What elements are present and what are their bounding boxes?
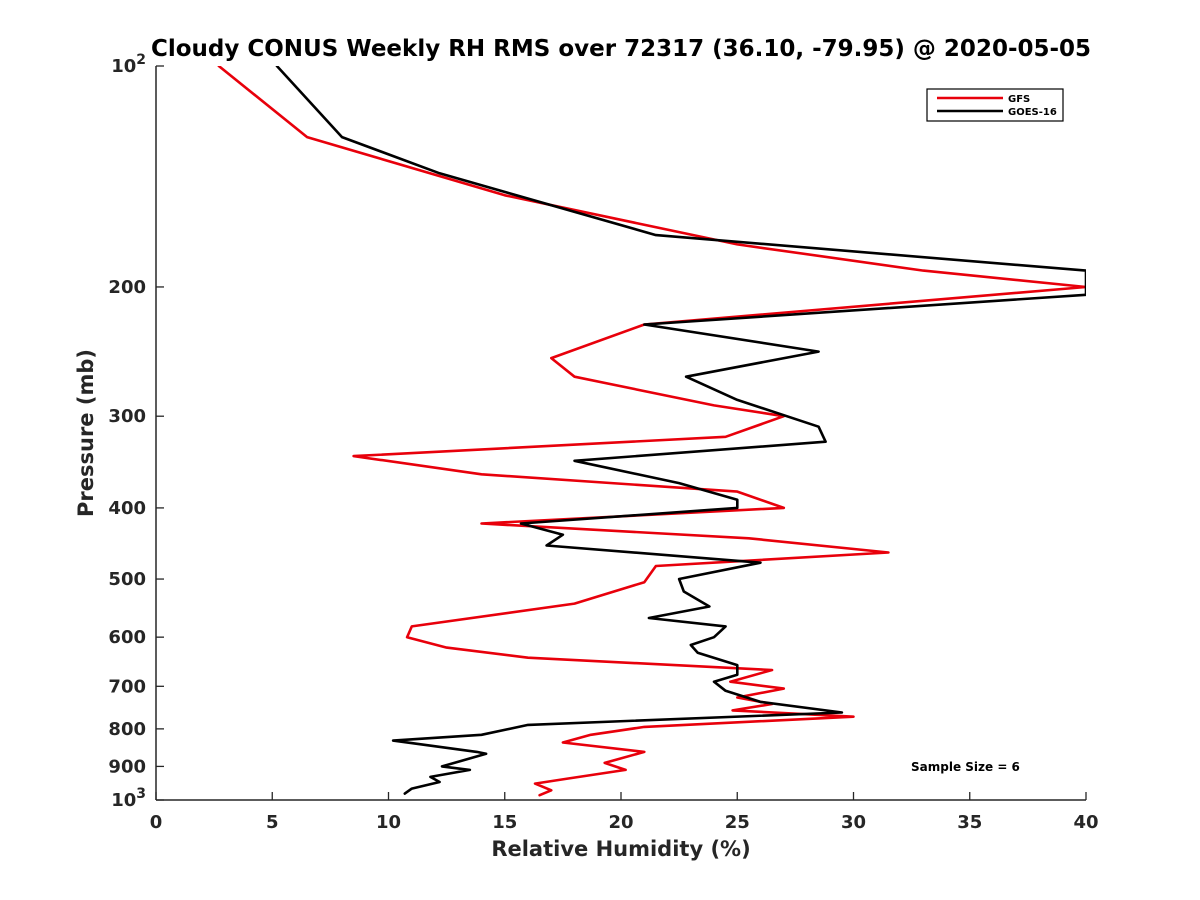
x-tick-label: 25 xyxy=(725,812,750,833)
x-tick-label: 30 xyxy=(841,812,866,833)
legend-label: GFS xyxy=(1008,94,1030,105)
y-axis-ticks: 102 200 300 400 500 600 700 800 900 103 xyxy=(108,52,164,811)
chart-title: Cloudy CONUS Weekly RH RMS over 72317 (3… xyxy=(151,36,1091,62)
series-line-goes-16 xyxy=(275,66,1086,795)
x-axis-ticks: 0 5 10 15 20 25 30 35 40 xyxy=(150,792,1099,833)
series-group xyxy=(217,66,1086,797)
y-tick-label: 400 xyxy=(108,498,146,519)
series-line-gfs xyxy=(217,66,1086,797)
y-tick-label: 900 xyxy=(108,756,146,777)
x-tick-label: 0 xyxy=(150,812,163,833)
x-axis-label: Relative Humidity (%) xyxy=(491,837,750,861)
x-tick-label: 35 xyxy=(957,812,982,833)
x-tick-label: 15 xyxy=(492,812,517,833)
x-tick-label: 10 xyxy=(376,812,401,833)
y-tick-label: 200 xyxy=(108,277,146,298)
legend-label: GOES-16 xyxy=(1008,107,1057,118)
y-tick-label: 300 xyxy=(108,406,146,427)
sample-size-annotation: Sample Size = 6 xyxy=(911,760,1020,774)
y-tick-label: 102 xyxy=(111,52,146,77)
y-tick-label: 800 xyxy=(108,719,146,740)
y-tick-label: 500 xyxy=(108,569,146,590)
x-tick-label: 20 xyxy=(608,812,633,833)
x-tick-label: 5 xyxy=(266,812,279,833)
y-axis-label: Pressure (mb) xyxy=(74,349,98,517)
x-tick-label: 40 xyxy=(1073,812,1098,833)
y-tick-label: 700 xyxy=(108,676,146,697)
legend: GFS GOES-16 xyxy=(926,88,1064,122)
y-tick-label: 103 xyxy=(111,786,146,811)
legend-box xyxy=(926,88,1064,122)
y-tick-label: 600 xyxy=(108,627,146,648)
